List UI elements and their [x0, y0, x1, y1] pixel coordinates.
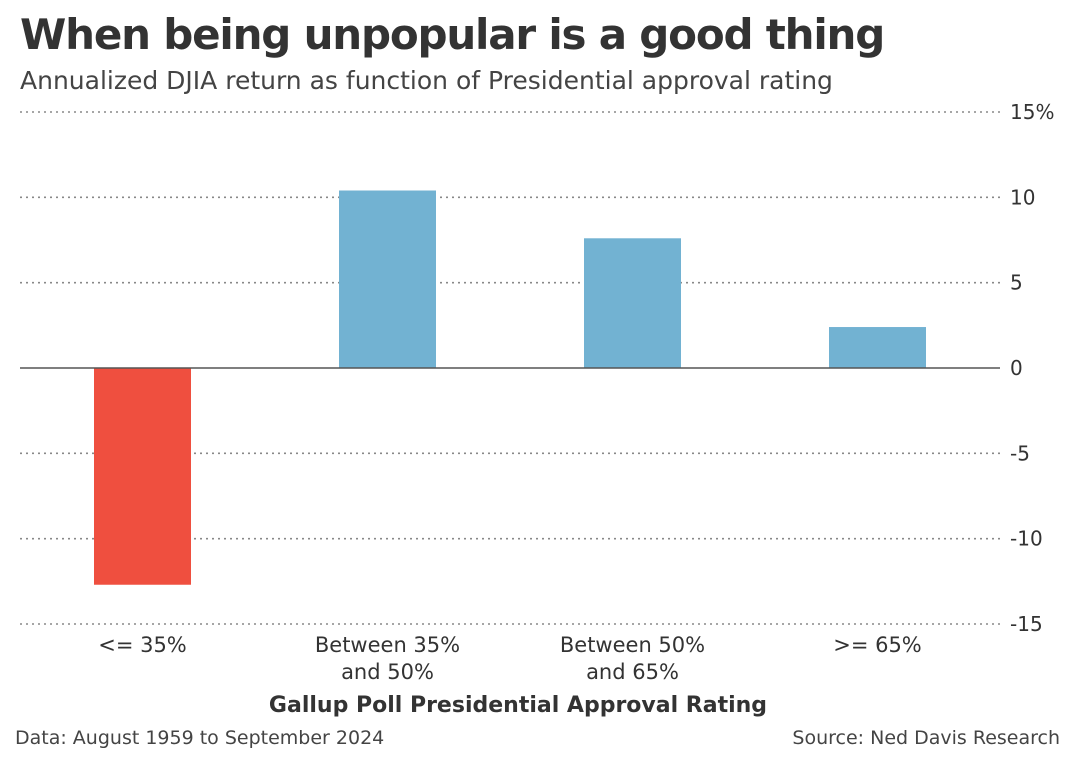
chart-subtitle: Annualized DJIA return as function of Pr…: [20, 66, 833, 95]
y-tick-label: -5: [1010, 441, 1030, 465]
y-tick-label: -15: [1010, 612, 1043, 636]
bar: [339, 190, 436, 368]
x-tick-label: >= 65%: [833, 633, 922, 657]
bar: [829, 327, 926, 368]
bar: [584, 238, 681, 368]
bar: [94, 368, 191, 585]
source-note: Source: Ned Davis Research: [792, 727, 1060, 749]
x-tick-label: Between 50% and 65%: [560, 633, 705, 684]
y-tick-label: 10: [1010, 185, 1035, 209]
y-tick-label: 5: [1010, 271, 1023, 295]
data-note: Data: August 1959 to September 2024: [15, 727, 385, 749]
x-tick-label: Between 35% and 50%: [315, 633, 460, 684]
y-tick-label: 0: [1010, 356, 1023, 380]
y-tick-label: 15%: [1010, 100, 1054, 124]
x-axis-title: Gallup Poll Presidential Approval Rating: [269, 693, 767, 718]
y-tick-label: -10: [1010, 527, 1043, 551]
x-tick-label: <= 35%: [98, 633, 187, 657]
chart-title: When being unpopular is a good thing: [20, 10, 885, 59]
